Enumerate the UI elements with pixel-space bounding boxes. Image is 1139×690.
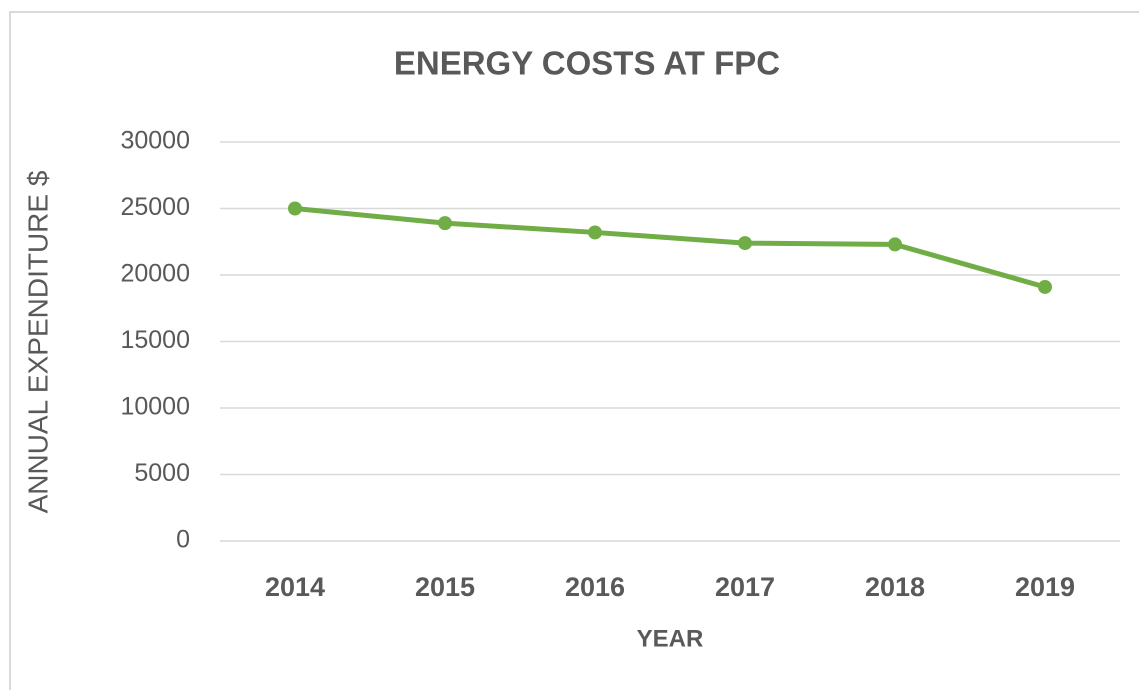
marker <box>588 225 602 240</box>
y-tick-label: 15000 <box>120 326 190 354</box>
x-tick-label: 2016 <box>565 572 625 602</box>
x-tick-label: 2018 <box>865 572 925 602</box>
y-tick-label: 10000 <box>120 393 190 421</box>
y-tick-label: 20000 <box>120 260 190 288</box>
marker <box>738 236 752 251</box>
y-tick-label: 25000 <box>120 193 190 221</box>
y-tick-label: 0 <box>176 526 190 554</box>
marker <box>438 216 452 231</box>
line <box>294 206 1046 290</box>
y-tick-label: 5000 <box>134 459 190 487</box>
chart-border <box>9 11 1139 690</box>
x-tick-label: 2014 <box>265 572 325 602</box>
x-tick-label: 2019 <box>1015 572 1075 602</box>
x-axis-label: YEAR <box>637 625 704 652</box>
y-axis-label: ANNUAL EXPENDITURE $ <box>22 170 53 513</box>
marker <box>1038 279 1052 294</box>
chart-title: ENERGY COSTS AT FPC <box>394 45 780 82</box>
marker <box>888 237 902 252</box>
x-tick-label: 2017 <box>715 572 775 602</box>
x-tick-label: 2015 <box>415 572 475 602</box>
y-tick-label: 30000 <box>120 127 190 155</box>
marker <box>288 201 302 216</box>
